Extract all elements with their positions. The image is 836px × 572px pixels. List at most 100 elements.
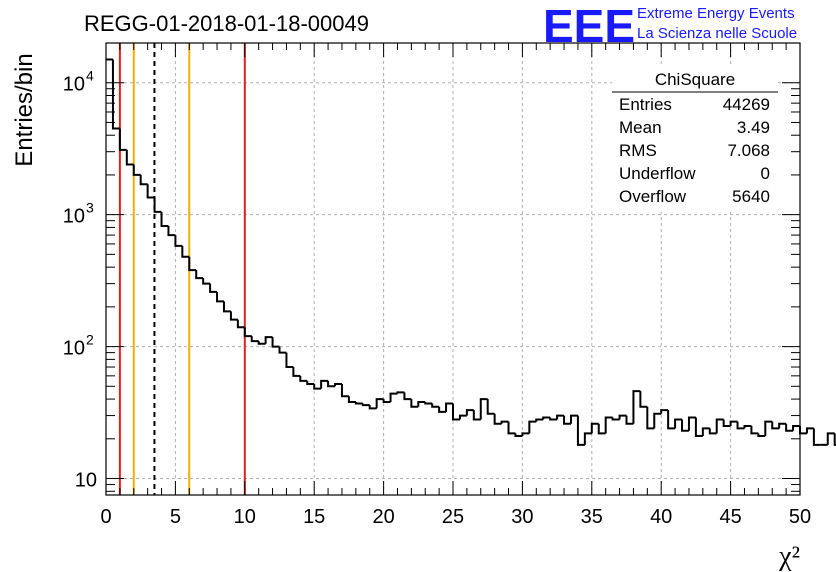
logo-line-1: Extreme Energy Events [637,5,795,22]
histogram-bin [299,375,308,382]
histogram-bin [694,417,703,438]
histogram-bin [514,433,523,438]
histogram-bin [160,211,169,228]
histogram-bin [799,426,807,435]
histogram-bin [569,414,578,424]
histogram-bin [708,428,717,435]
histogram-bin [687,416,696,431]
histogram-bin [771,421,780,430]
histogram-bin [722,419,731,428]
histogram-bin [805,427,814,434]
eee-logo: EEE Extreme Energy Events La Scienza nel… [543,0,797,52]
stats-row-overflow: Overflow 5640 [619,187,770,206]
histogram-bin [535,418,544,422]
histogram-bin [646,406,655,430]
histogram-bin [340,384,349,398]
stats-value-underflow: 0 [761,164,770,183]
histogram-bin [681,419,689,432]
histogram-bin [111,59,120,130]
histogram-bin [556,414,565,420]
stats-title: ChiSquare [655,70,735,89]
histogram-bin [368,405,377,410]
x-tick-label: 45 [719,506,741,528]
histogram-bin [764,420,773,437]
histogram-bin [209,283,218,293]
stats-label-underflow: Underflow [619,164,696,183]
histogram-bin [521,432,530,437]
x-tick-label: 10 [234,506,256,528]
histogram-bin [361,403,370,407]
stats-label-mean: Mean [619,118,662,137]
y-tick-label: 10 [63,206,85,228]
histogram-bin [389,392,398,403]
stats-label-entries: Entries [619,95,672,114]
stats-row-rms: RMS 7.068 [619,141,770,160]
stats-row-entries: Entries 44269 [619,95,770,114]
histogram-bin [306,380,315,386]
histogram-bin [452,403,460,421]
histogram-bin [188,256,197,272]
histogram-bin [229,311,238,321]
histogram-bin [327,380,336,388]
histogram-bin [146,184,155,199]
histogram-bin [202,278,211,285]
histogram-bin [743,425,752,429]
histogram-bin [597,423,606,435]
histogram-bin [320,379,329,389]
histogram-bin [618,414,627,420]
histogram-bin [542,416,551,420]
x-tick-label: 35 [581,506,603,528]
histogram-bin [528,420,537,434]
histogram-bin [216,291,224,303]
histogram-bin [778,422,787,429]
stats-value-rms: 7.068 [727,141,770,160]
histogram-bin [611,417,620,421]
y-axis-title: Entries/bin [11,53,38,166]
histogram-bin [701,427,710,437]
histogram-bin [563,415,571,425]
stats-box-background [612,64,778,212]
stats-value-mean: 3.49 [737,118,770,137]
x-tick-label: 0 [100,506,111,528]
histogram-bin [222,301,231,313]
histogram-bin [403,392,412,401]
histogram-bin [118,128,127,151]
stats-value-overflow: 5640 [732,187,770,206]
histogram-bin [243,327,252,338]
histogram-bin [479,398,488,420]
histogram-bin [507,421,516,435]
x-tick-label: 15 [303,506,325,528]
chart-title: REGG-01-2018-01-18-00049 [84,11,369,36]
histogram-bin [660,409,669,414]
histogram-bin [833,433,836,446]
histogram-bin [396,391,405,394]
histogram-bin [257,341,266,345]
histogram-bin [826,432,835,445]
histogram-bin [757,433,766,438]
histogram-bin [236,319,245,329]
histogram-bin [132,164,141,176]
stats-label-overflow: Overflow [619,187,687,206]
histogram-bin [354,402,363,405]
histogram-bin [292,367,301,377]
histogram-bin [493,413,502,425]
histogram-bin [347,396,356,404]
y-tick-exponent: 3 [86,200,94,216]
x-tick-label: 25 [442,506,464,528]
histogram-bin [674,418,683,429]
histogram-bin [653,412,662,429]
histogram-bin [375,398,384,409]
histogram-bin [382,399,391,404]
histogram-bin [639,391,648,408]
x-tick-label: 40 [650,506,672,528]
histogram-bin [250,336,259,343]
stats-label-rms: RMS [619,141,657,160]
histogram-bin [583,432,592,445]
histogram-bin [139,174,148,186]
histogram-bin [410,399,419,408]
histogram-bin [625,415,634,425]
histogram-bin [472,410,481,421]
histogram-bin [500,420,509,424]
